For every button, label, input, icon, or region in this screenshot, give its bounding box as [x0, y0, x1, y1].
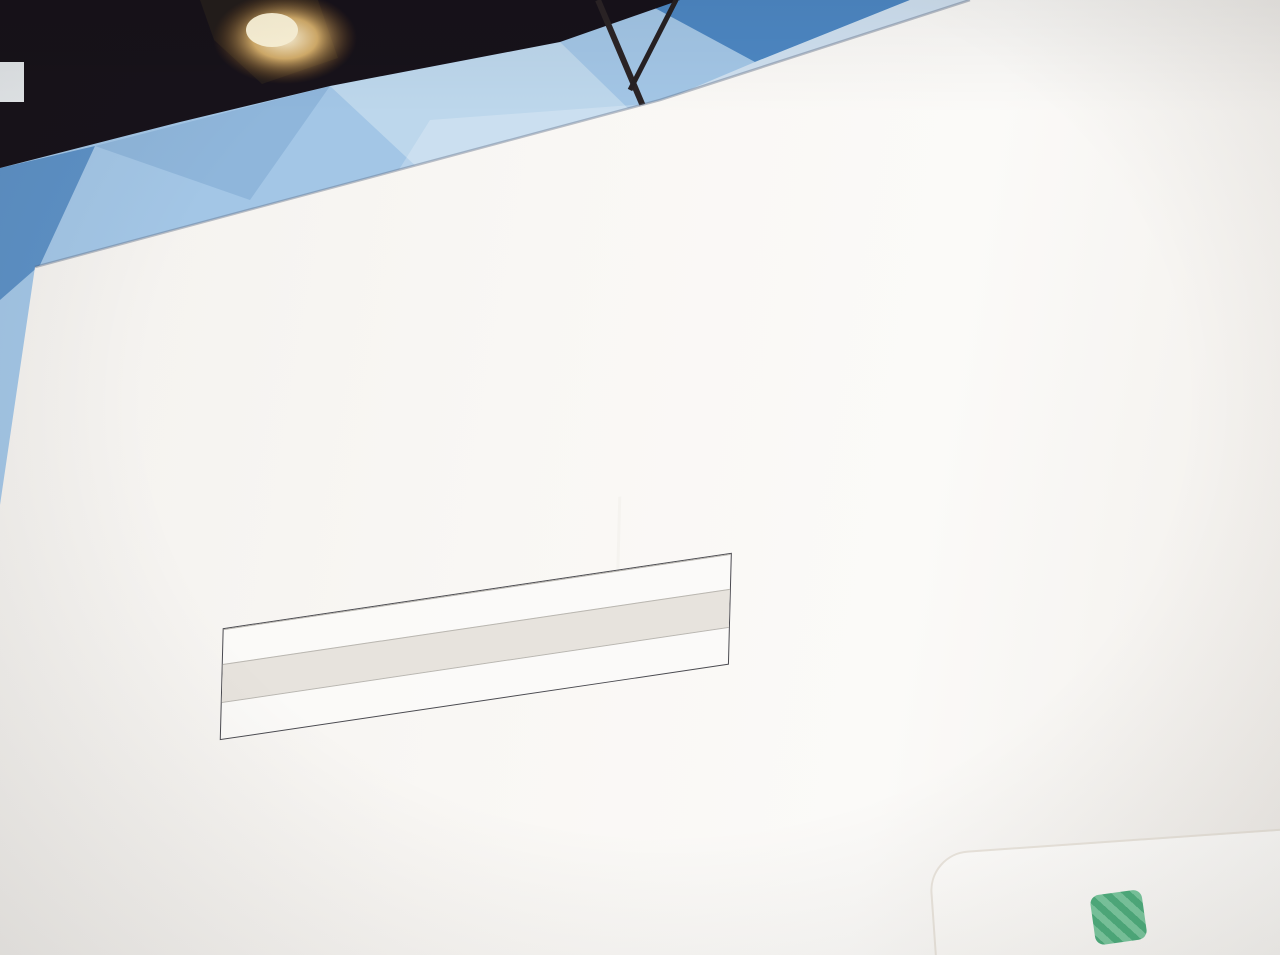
- summary-table: [219, 479, 739, 741]
- km-chart-block: [64, 222, 1013, 950]
- stage-light-bulb: [246, 13, 298, 47]
- esmo-congress-logo: [1089, 878, 1154, 946]
- berlin-2025-badge: [1089, 888, 1148, 946]
- background-light-patch: [0, 62, 24, 102]
- ceiling: [0, 0, 680, 168]
- os-events-rib: [482, 590, 610, 609]
- slide-content: [9, 173, 1030, 955]
- tripod-leg: [595, 0, 651, 120]
- tripod-leg: [627, 0, 679, 92]
- os-events-nsai: [610, 571, 731, 590]
